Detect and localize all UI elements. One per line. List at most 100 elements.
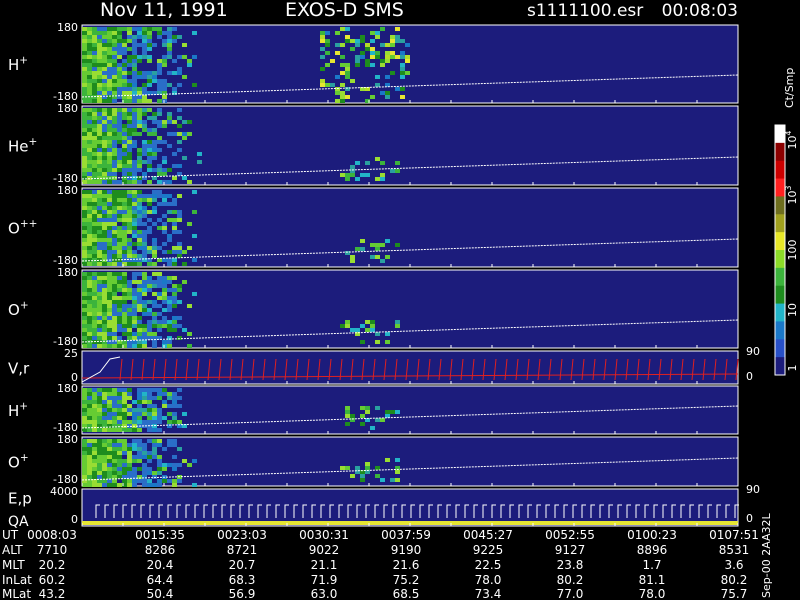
spectrogram-cell <box>177 324 182 328</box>
spectrogram-cell <box>82 396 87 400</box>
spectrogram-cell <box>112 475 117 479</box>
spectrogram-cell <box>132 132 137 136</box>
spectrogram-cell <box>137 116 142 120</box>
spectrogram-cell <box>152 300 157 304</box>
spectrogram-cell <box>157 27 162 31</box>
spectrogram-cell <box>92 404 97 408</box>
spectrogram-cell <box>187 304 192 308</box>
spectrogram-cell <box>92 284 97 288</box>
spectrogram-cell <box>82 144 87 148</box>
spectrogram-cell <box>162 242 167 246</box>
spectrogram-cell <box>92 336 97 340</box>
spectrogram-cell <box>102 424 107 428</box>
spectrogram-cell <box>122 156 127 160</box>
spectrogram-cell <box>117 408 122 412</box>
spectrogram-cell <box>182 250 187 254</box>
spectrogram-cell <box>112 420 117 424</box>
spectrogram-cell <box>112 75 117 79</box>
spectrogram-cell <box>102 428 107 432</box>
spectrogram-cell <box>192 83 197 87</box>
spectrogram-cell <box>395 478 400 482</box>
spectrogram-cell <box>122 234 127 238</box>
spectrogram-cell <box>87 475 92 479</box>
spectrogram-cell <box>380 243 385 247</box>
spectrogram-cell <box>117 63 122 67</box>
spectrogram-cell <box>127 459 132 463</box>
spectrogram-cell <box>132 222 137 226</box>
spectrogram-cell <box>107 27 112 31</box>
spectrogram-cell <box>87 242 92 246</box>
spectrogram-cell <box>137 75 142 79</box>
spectrogram-cell <box>112 59 117 63</box>
spectrogram-cell <box>345 414 350 418</box>
spectrogram-cell <box>345 35 350 39</box>
spectrogram-cell <box>87 47 92 51</box>
spectrogram-cell <box>82 280 87 284</box>
spectrogram-cell <box>355 332 360 336</box>
spectrogram-cell <box>102 156 107 160</box>
spectrogram-cell <box>117 443 122 447</box>
spectrogram-cell <box>132 91 137 95</box>
spectrogram-cell <box>87 312 92 316</box>
spectrogram-cell <box>137 176 142 180</box>
spectrogram-cell <box>87 304 92 308</box>
spectrogram-cell <box>127 71 132 75</box>
spectrogram-cell <box>92 55 97 59</box>
spectrogram-cell <box>137 408 142 412</box>
spectrogram-cell <box>82 424 87 428</box>
spectrogram-cell <box>112 55 117 59</box>
spectrogram-cell <box>117 254 122 258</box>
spectrogram-cell <box>97 75 102 79</box>
spectrogram-cell <box>152 190 157 194</box>
spectrogram-cell <box>385 410 390 414</box>
spectrogram-cell <box>107 31 112 35</box>
spectrogram-cell <box>82 238 87 242</box>
spectrogram-cell <box>92 408 97 412</box>
spectrogram-cell <box>127 176 132 180</box>
spectrogram-cell <box>127 95 132 99</box>
spectrogram-cell <box>102 198 107 202</box>
footer-value: 22.5 <box>475 558 502 572</box>
spectrogram-cell <box>395 243 400 247</box>
spectrogram-cell <box>97 222 102 226</box>
spectrogram-cell <box>127 475 132 479</box>
spectrogram-cell <box>147 439 152 443</box>
spectrogram-cell <box>87 152 92 156</box>
panel-label: O++ <box>8 218 37 238</box>
spectrogram-cell <box>117 198 122 202</box>
spectrogram-cell <box>92 320 97 324</box>
spectrogram-cell <box>142 483 147 487</box>
spectrogram-cell <box>157 35 162 39</box>
spectrogram-cell <box>97 308 102 312</box>
spectrogram-cell <box>122 214 127 218</box>
spectrogram-cell <box>127 190 132 194</box>
colorbar-label: 104 <box>784 130 799 149</box>
spectrogram-cell <box>122 190 127 194</box>
spectrogram-cell <box>117 324 122 328</box>
spectrogram-cell <box>132 43 137 47</box>
spectrogram-cell <box>137 396 142 400</box>
spectrogram-cell <box>127 443 132 447</box>
spectrogram-cell <box>162 316 167 320</box>
spectrogram-cell <box>82 254 87 258</box>
spectrogram-cell <box>152 91 157 95</box>
spectrogram-cell <box>152 116 157 120</box>
spectrogram-cell <box>147 128 152 132</box>
spectrogram-cell <box>117 152 122 156</box>
y-tick-label: -180 <box>53 90 78 103</box>
spectrogram-cell <box>157 428 162 432</box>
spectrogram-cell <box>365 43 370 47</box>
spectrogram-cell <box>82 112 87 116</box>
spectrogram-cell <box>112 210 117 214</box>
spectrogram-cell <box>107 198 112 202</box>
spectrogram-cell <box>132 420 137 424</box>
spectrogram-cell <box>152 284 157 288</box>
trace-line <box>81 156 739 180</box>
spectrogram-cell <box>92 246 97 250</box>
spectrogram-cell <box>390 478 395 482</box>
spectrogram-cell <box>107 439 112 443</box>
spectrogram-cell <box>177 210 182 214</box>
spectrogram-cell <box>187 344 192 348</box>
spectrogram-cell <box>127 308 132 312</box>
spectrogram-cell <box>112 296 117 300</box>
